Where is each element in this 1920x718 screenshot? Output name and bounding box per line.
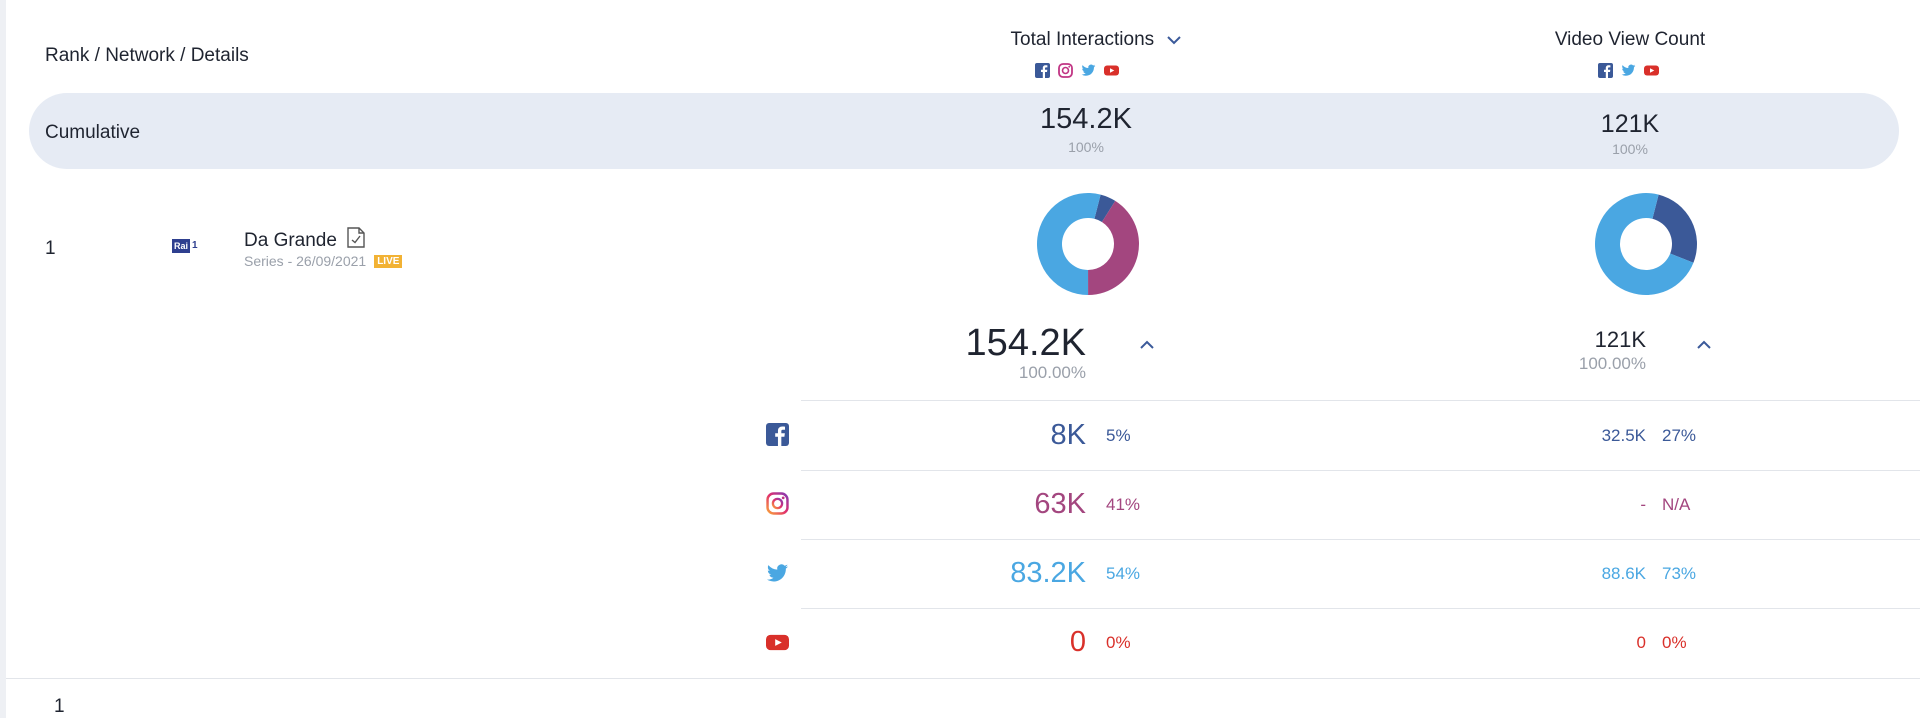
- row-total-interactions-pct: 100.00%: [1018, 363, 1086, 382]
- facebook-icon: [1598, 63, 1613, 78]
- cumulative-row: [29, 93, 1899, 169]
- cumulative-total-interactions-pct: 100%: [1068, 139, 1104, 155]
- row-total-interactions-value: 154.2K: [965, 322, 1086, 364]
- twitter-video-views-pct: 73%: [1662, 564, 1697, 583]
- rank-network-details-header: Rank / Network / Details: [45, 45, 249, 66]
- row-video-views-pct: 100.00%: [1578, 354, 1646, 373]
- instagram-video-views-value: -: [1640, 495, 1646, 514]
- cumulative-video-views-value: 121K: [1600, 110, 1660, 138]
- facebook-slice: [1094, 194, 1116, 223]
- video-views-donut: [1595, 193, 1697, 295]
- program-title-row: Da Grande: [244, 227, 365, 254]
- divider: [801, 608, 1920, 609]
- youtube-video-views-value: 0: [1636, 633, 1646, 652]
- document-icon[interactable]: [347, 227, 365, 254]
- twitter-icon: [1081, 63, 1096, 78]
- facebook-icon: [766, 423, 789, 451]
- instagram-interactions-value: 63K: [1034, 488, 1086, 520]
- facebook-video-views-value: 32.5K: [1601, 426, 1646, 445]
- cumulative-label: Cumulative: [45, 122, 141, 143]
- divider: [801, 539, 1920, 540]
- instagram-video-views-pct: N/A: [1662, 495, 1691, 514]
- facebook-interactions-value: 8K: [1050, 419, 1086, 451]
- row-video-views: 121K 100.00%: [1446, 327, 1646, 374]
- total-interactions-network-icons: [1035, 63, 1119, 78]
- program-title[interactable]: Da Grande: [244, 229, 337, 251]
- live-badge: LIVE: [374, 254, 403, 268]
- cumulative-total-interactions-value: 154.2K: [1040, 103, 1132, 135]
- pagination-page[interactable]: 1: [54, 696, 65, 717]
- total-interactions-donut: [1037, 193, 1139, 295]
- instagram-icon: [766, 492, 789, 520]
- program-meta: Series - 26/09/2021 LIVE: [244, 253, 403, 269]
- youtube-interactions-pct: 0%: [1106, 633, 1131, 652]
- video-view-count-network-icons: [1598, 63, 1659, 78]
- twitter-icon: [1621, 63, 1636, 78]
- youtube-icon: [1644, 63, 1659, 78]
- chevron-up-icon[interactable]: [1696, 337, 1712, 355]
- divider: [801, 470, 1920, 471]
- video-view-count-header[interactable]: Video View Count: [1554, 29, 1706, 50]
- row-rank: 1: [45, 238, 56, 259]
- divider: [801, 400, 1920, 401]
- table-panel: Rank / Network / Details Total Interacti…: [6, 0, 1920, 718]
- twitter-slice: [1595, 193, 1694, 295]
- twitter-slice: [1037, 193, 1101, 295]
- twitter-interactions-pct: 54%: [1106, 564, 1141, 583]
- youtube-interactions-value: 0: [1069, 626, 1086, 658]
- facebook-video-views-pct: 27%: [1662, 426, 1697, 445]
- twitter-icon: [766, 562, 789, 590]
- cumulative-video-views: 121K 100%: [1530, 110, 1730, 157]
- youtube-icon: [1104, 63, 1119, 78]
- row-total-interactions: 154.2K 100.00%: [886, 322, 1086, 383]
- twitter-video-views-value: 88.6K: [1601, 564, 1646, 583]
- rai1-network-logo: Rai 1: [172, 238, 198, 253]
- footer-divider: [6, 678, 1920, 679]
- total-interactions-title: Total Interactions: [1010, 29, 1155, 50]
- row-video-views-value: 121K: [1594, 327, 1646, 352]
- program-subtitle: Series - 26/09/2021: [244, 253, 367, 269]
- cumulative-video-views-pct: 100%: [1612, 141, 1648, 157]
- instagram-icon: [1058, 63, 1073, 78]
- facebook-interactions-pct: 5%: [1106, 426, 1131, 445]
- twitter-interactions-value: 83.2K: [1010, 557, 1086, 589]
- facebook-icon: [1035, 63, 1050, 78]
- instagram-slice: [1088, 200, 1139, 295]
- instagram-interactions-pct: 41%: [1106, 495, 1141, 514]
- chevron-up-icon[interactable]: [1139, 337, 1155, 355]
- cumulative-total-interactions: 154.2K 100%: [986, 103, 1186, 155]
- total-interactions-header[interactable]: Total Interactions: [996, 29, 1196, 51]
- facebook-slice: [1652, 194, 1697, 263]
- chevron-down-icon[interactable]: [1167, 32, 1182, 49]
- youtube-icon: [766, 631, 789, 659]
- youtube-video-views-pct: 0%: [1662, 633, 1687, 652]
